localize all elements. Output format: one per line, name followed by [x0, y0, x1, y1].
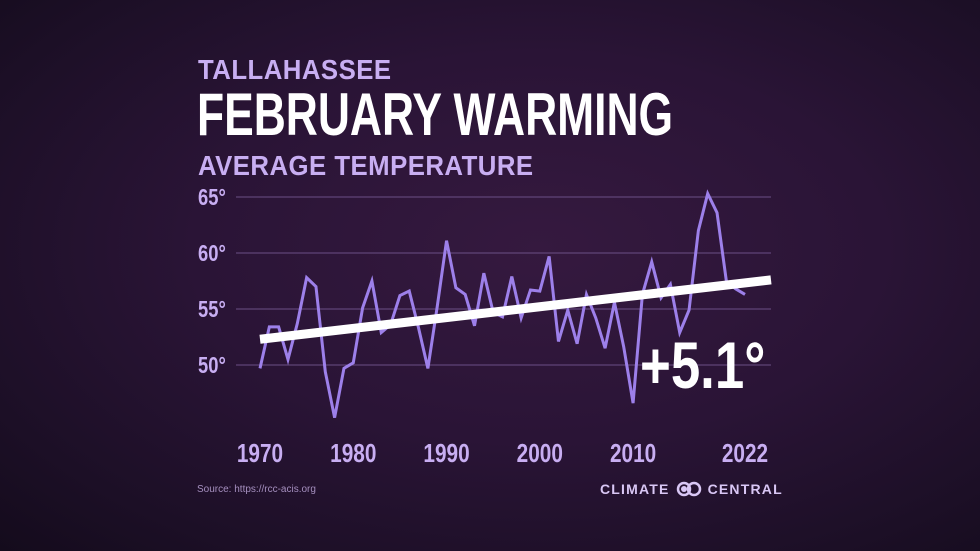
x-tick-label: 1970 — [237, 439, 283, 468]
logo-text-left: CLIMATE — [600, 481, 670, 497]
warming-annotation: +5.1° — [640, 328, 765, 402]
y-tick-label: 60° — [198, 241, 226, 266]
x-tick-label: 1990 — [423, 439, 469, 468]
y-tick-label: 50° — [198, 353, 226, 378]
x-tick-label: 2000 — [517, 439, 563, 468]
source-note: Source: https://rcc-acis.org — [197, 484, 316, 495]
y-tick-label: 55° — [198, 297, 226, 322]
chart-subtitle: AVERAGE TEMPERATURE — [198, 150, 534, 181]
y-tick-label: 65° — [198, 185, 226, 210]
x-tick-label: 2010 — [610, 439, 656, 468]
x-tick-label: 1980 — [330, 439, 376, 468]
trend-line — [259, 275, 772, 344]
climate-central-logo: CLIMATE CENTRAL — [600, 481, 783, 497]
logo-text-right: CENTRAL — [707, 481, 783, 497]
linked-circles-icon — [676, 481, 701, 497]
x-tick-label: 2022 — [722, 439, 768, 468]
page-title: FEBRUARY WARMING — [197, 81, 674, 148]
city-label: TALLAHASSEE — [198, 54, 392, 85]
